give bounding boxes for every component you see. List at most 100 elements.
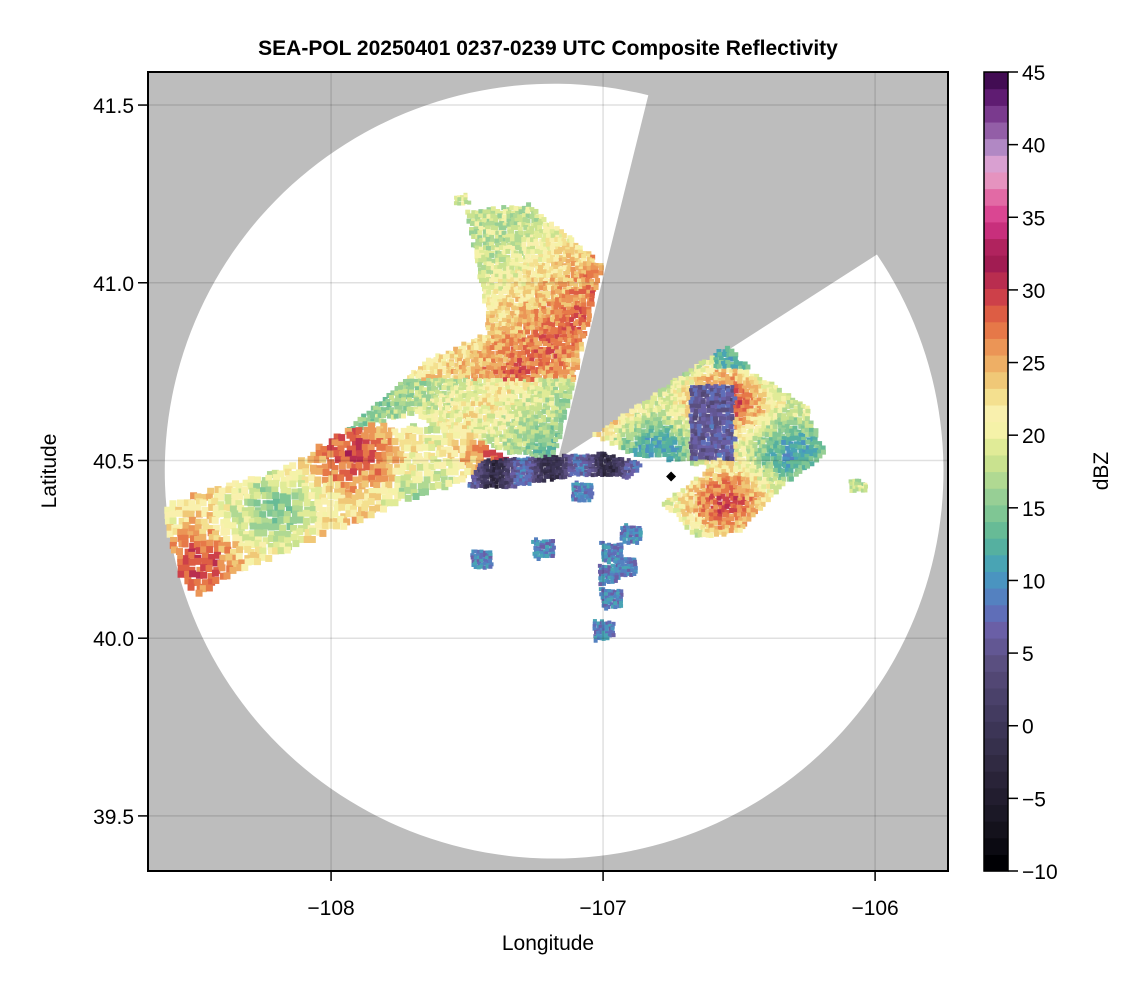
echo-pixel	[199, 533, 207, 541]
echo-pixel	[689, 455, 695, 461]
echo-pixel	[724, 449, 730, 455]
echo-pixel	[761, 421, 767, 427]
echo-pixel	[474, 413, 480, 419]
echo-pixel	[470, 412, 476, 418]
echo-pixel	[506, 319, 512, 325]
echo-pixel	[350, 509, 358, 517]
echo-pixel	[573, 313, 579, 319]
echo-pixel	[724, 503, 730, 509]
echo-pixel	[206, 559, 214, 567]
echo-pixel	[322, 469, 330, 477]
echo-pixel	[542, 298, 548, 304]
echo-pixel	[593, 454, 598, 459]
echo-pixel	[802, 413, 808, 419]
echo-pixel	[553, 361, 559, 367]
echo-pixel	[606, 570, 611, 575]
echo-pixel	[501, 257, 507, 263]
echo-pixel	[738, 388, 744, 394]
echo-pixel	[433, 405, 439, 411]
echo-pixel	[176, 524, 184, 532]
echo-pixel	[637, 452, 643, 458]
echo-pixel	[553, 345, 559, 351]
echo-pixel	[534, 282, 540, 288]
echo-pixel	[768, 464, 774, 470]
echo-pixel	[567, 457, 572, 462]
echo-pixel	[721, 440, 727, 446]
echo-pixel	[500, 463, 505, 468]
echo-pixel	[219, 554, 227, 562]
colorbar-bin	[984, 255, 1008, 273]
echo-pixel	[574, 253, 580, 259]
echo-pixel	[490, 310, 496, 316]
echo-pixel	[517, 243, 523, 249]
echo-pixel	[570, 334, 576, 340]
echo-pixel	[674, 501, 680, 507]
echo-pixel	[422, 380, 428, 386]
echo-pixel	[244, 558, 252, 566]
echo-pixel	[561, 463, 566, 468]
echo-pixel	[668, 501, 674, 507]
echo-pixel	[610, 545, 615, 550]
echo-pixel	[601, 589, 606, 594]
echo-pixel	[600, 595, 605, 600]
echo-pixel	[273, 541, 281, 549]
echo-pixel	[521, 369, 527, 375]
colorbar-bin	[984, 371, 1008, 389]
echo-pixel	[454, 393, 460, 399]
echo-pixel	[355, 461, 363, 469]
echo-pixel	[672, 401, 678, 407]
echo-pixel	[737, 396, 743, 402]
colorbar-tick-label: 0	[1022, 716, 1034, 739]
echo-pixel	[361, 504, 369, 512]
echo-pixel	[510, 233, 516, 239]
echo-pixel	[718, 505, 724, 511]
echo-pixel	[566, 278, 572, 284]
echo-pixel	[562, 334, 568, 340]
echo-pixel	[510, 397, 516, 403]
echo-pixel	[527, 474, 532, 479]
echo-pixel	[686, 456, 692, 462]
echo-pixel	[510, 225, 516, 231]
echo-pixel	[506, 279, 512, 285]
echo-pixel	[395, 395, 401, 401]
echo-pixel	[571, 482, 576, 487]
echo-pixel	[773, 456, 779, 462]
echo-pixel	[490, 273, 496, 279]
echo-pixel	[525, 369, 531, 375]
echo-pixel	[439, 422, 447, 430]
echo-pixel	[706, 464, 712, 470]
echo-pixel	[546, 270, 552, 276]
echo-pixel	[612, 551, 617, 556]
echo-pixel	[476, 553, 481, 558]
echo-pixel	[555, 321, 561, 327]
echo-pixel	[398, 393, 404, 399]
echo-pixel	[466, 410, 472, 416]
echo-pixel	[502, 222, 508, 228]
echo-pixel	[561, 406, 567, 412]
echo-pixel	[504, 346, 510, 352]
echo-pixel	[693, 444, 699, 450]
echo-pixel	[692, 453, 698, 459]
echo-pixel	[728, 424, 734, 430]
echo-pixel	[725, 359, 731, 365]
echo-pixel	[801, 457, 807, 463]
echo-pixel	[620, 419, 626, 425]
echo-pixel	[501, 225, 507, 231]
echo-pixel	[534, 218, 540, 224]
echo-pixel	[658, 429, 664, 435]
echo-pixel	[570, 456, 575, 461]
echo-pixel	[502, 301, 508, 307]
echo-pixel	[766, 483, 772, 489]
echo-pixel	[676, 397, 682, 403]
echo-pixel	[577, 326, 583, 332]
echo-pixel	[725, 520, 731, 526]
echo-pixel	[439, 449, 447, 457]
echo-pixel	[284, 530, 292, 538]
echo-pixel	[398, 389, 404, 395]
echo-pixel	[812, 452, 818, 458]
echo-pixel	[773, 472, 779, 478]
echo-pixel	[617, 433, 623, 439]
echo-pixel	[463, 406, 469, 412]
echo-pixel	[522, 460, 527, 465]
echo-pixel	[778, 424, 784, 430]
